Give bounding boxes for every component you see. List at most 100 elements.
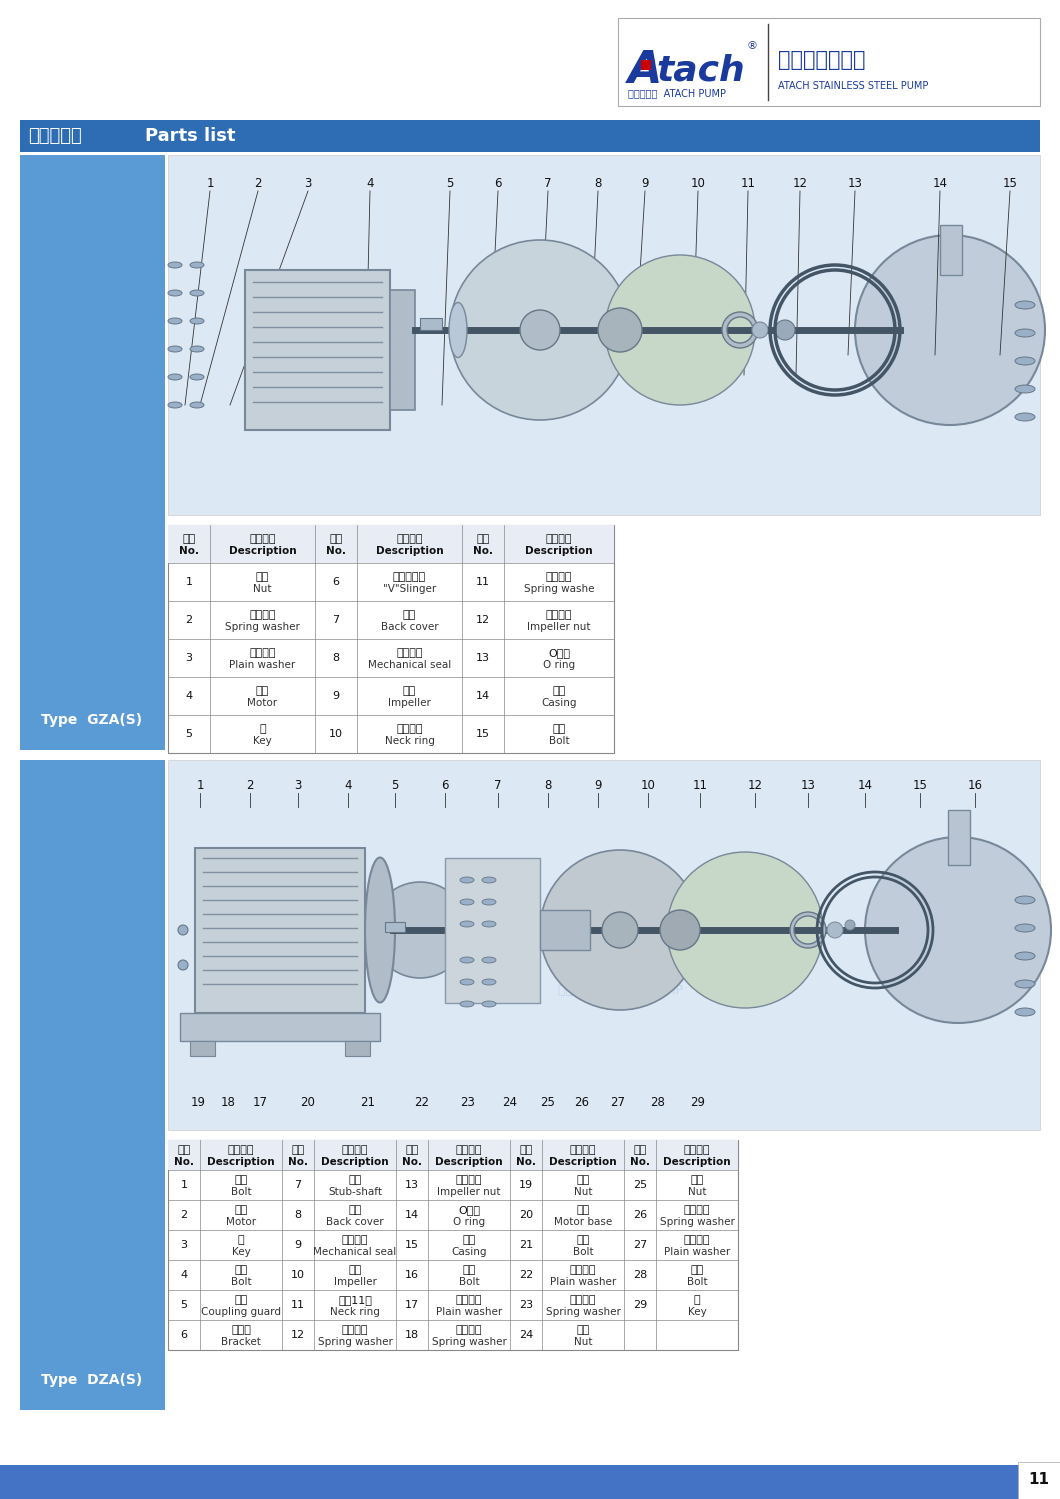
Text: 平面墊圈: 平面墊圈 (684, 1235, 710, 1246)
Text: 8: 8 (595, 177, 602, 189)
Text: 墊脚: 墊脚 (577, 1205, 589, 1216)
Text: 部件名称: 部件名称 (341, 1145, 368, 1156)
Ellipse shape (190, 373, 204, 381)
Bar (167, 1171, 738, 1201)
Bar (167, 639, 614, 678)
Text: 26: 26 (575, 1096, 589, 1108)
Text: 螺母: 螺母 (255, 573, 269, 582)
Ellipse shape (482, 899, 496, 905)
Text: 6: 6 (333, 577, 339, 588)
Text: 機械密封: 機械密封 (396, 648, 423, 658)
Text: 螺栓: 螺栓 (234, 1175, 248, 1186)
Text: Bolt: Bolt (549, 736, 569, 747)
Text: 泵體: 泵體 (552, 687, 566, 696)
Text: 19: 19 (519, 1180, 533, 1190)
Text: 15: 15 (405, 1240, 419, 1250)
Text: O ring: O ring (543, 660, 576, 670)
Text: Spring washer: Spring washer (431, 1337, 507, 1348)
Text: 3: 3 (186, 654, 193, 663)
Text: 13: 13 (800, 778, 815, 791)
Ellipse shape (1015, 896, 1035, 904)
Text: 21: 21 (519, 1240, 533, 1250)
Text: Neck ring: Neck ring (385, 736, 435, 747)
Text: 4: 4 (186, 691, 193, 702)
Circle shape (752, 322, 768, 337)
Text: No.: No. (326, 546, 346, 556)
Bar (167, 1141, 738, 1171)
Text: Spring washer: Spring washer (659, 1217, 735, 1228)
Text: 短軸: 短軸 (349, 1175, 361, 1186)
Ellipse shape (190, 402, 204, 408)
Text: 機械密封: 機械密封 (341, 1235, 368, 1246)
Text: 6: 6 (441, 778, 448, 791)
Text: Motor: Motor (247, 699, 278, 708)
Text: Spring washe: Spring washe (524, 585, 595, 594)
Text: 12: 12 (793, 177, 808, 189)
Text: 彌簧墊圈: 彌簧墊圈 (570, 1295, 596, 1306)
Text: 22: 22 (414, 1096, 429, 1108)
Text: 24: 24 (519, 1330, 533, 1340)
Bar (618, 18, 1040, 106)
Text: No.: No. (630, 1157, 650, 1168)
Ellipse shape (1015, 923, 1035, 932)
Text: 9: 9 (595, 778, 602, 791)
Circle shape (605, 255, 755, 405)
Text: 序號: 序號 (405, 1145, 419, 1156)
Text: 18: 18 (220, 1096, 235, 1108)
Text: 9: 9 (295, 1240, 301, 1250)
Text: 電機: 電機 (234, 1205, 248, 1216)
Text: 螺栓: 螺栓 (690, 1265, 704, 1276)
Text: Description: Description (436, 1157, 502, 1168)
Ellipse shape (1015, 301, 1035, 309)
Text: 29: 29 (633, 1300, 647, 1310)
Text: Mechanical seal: Mechanical seal (368, 660, 452, 670)
Text: 28: 28 (633, 1270, 647, 1280)
Text: Spring washer: Spring washer (546, 1307, 620, 1318)
Text: Mechanical seal: Mechanical seal (314, 1247, 396, 1258)
Circle shape (602, 911, 638, 947)
Text: Key: Key (688, 1307, 706, 1318)
Text: Spring washer: Spring washer (225, 622, 300, 633)
Text: 部件名称: 部件名称 (249, 534, 276, 544)
Text: 16: 16 (968, 778, 983, 791)
Text: Bolt: Bolt (572, 1247, 594, 1258)
Text: 10: 10 (690, 177, 706, 189)
Text: 21: 21 (360, 1096, 375, 1108)
Bar (167, 525, 614, 564)
Text: 10: 10 (640, 778, 655, 791)
Text: Back cover: Back cover (326, 1217, 384, 1228)
Text: 艾特克泵业  ATACH PUMP: 艾特克泵业 ATACH PUMP (628, 88, 726, 97)
Text: 3: 3 (304, 177, 312, 189)
Circle shape (775, 319, 795, 340)
Text: 序號: 序號 (519, 1145, 532, 1156)
Text: 4: 4 (344, 778, 352, 791)
Bar (167, 760, 1040, 1130)
Ellipse shape (460, 899, 474, 905)
Text: 序號: 序號 (182, 534, 196, 544)
Text: 螺栓: 螺栓 (234, 1265, 248, 1276)
Text: Neck ring: Neck ring (330, 1307, 379, 1318)
Text: Spring washer: Spring washer (318, 1337, 392, 1348)
Ellipse shape (167, 346, 182, 352)
Text: 10: 10 (329, 729, 343, 739)
Bar (167, 154, 1040, 516)
Text: Description: Description (664, 1157, 730, 1168)
Text: Impeller nut: Impeller nut (437, 1187, 500, 1198)
Text: No.: No. (288, 1157, 308, 1168)
Ellipse shape (1015, 952, 1035, 959)
Text: Bracket: Bracket (222, 1337, 261, 1348)
Text: No.: No. (174, 1157, 194, 1168)
Text: 18: 18 (405, 1330, 419, 1340)
Text: 17: 17 (252, 1096, 267, 1108)
Bar (540, 910, 590, 950)
Ellipse shape (482, 1001, 496, 1007)
Text: 15: 15 (1003, 177, 1018, 189)
Text: 序號: 序號 (634, 1145, 647, 1156)
Circle shape (865, 836, 1052, 1022)
Ellipse shape (1015, 1007, 1035, 1016)
Bar (948, 809, 970, 865)
Ellipse shape (178, 959, 188, 970)
Text: 19: 19 (191, 1096, 206, 1108)
Text: 鍵: 鍵 (237, 1235, 244, 1246)
Text: 25: 25 (633, 1180, 647, 1190)
